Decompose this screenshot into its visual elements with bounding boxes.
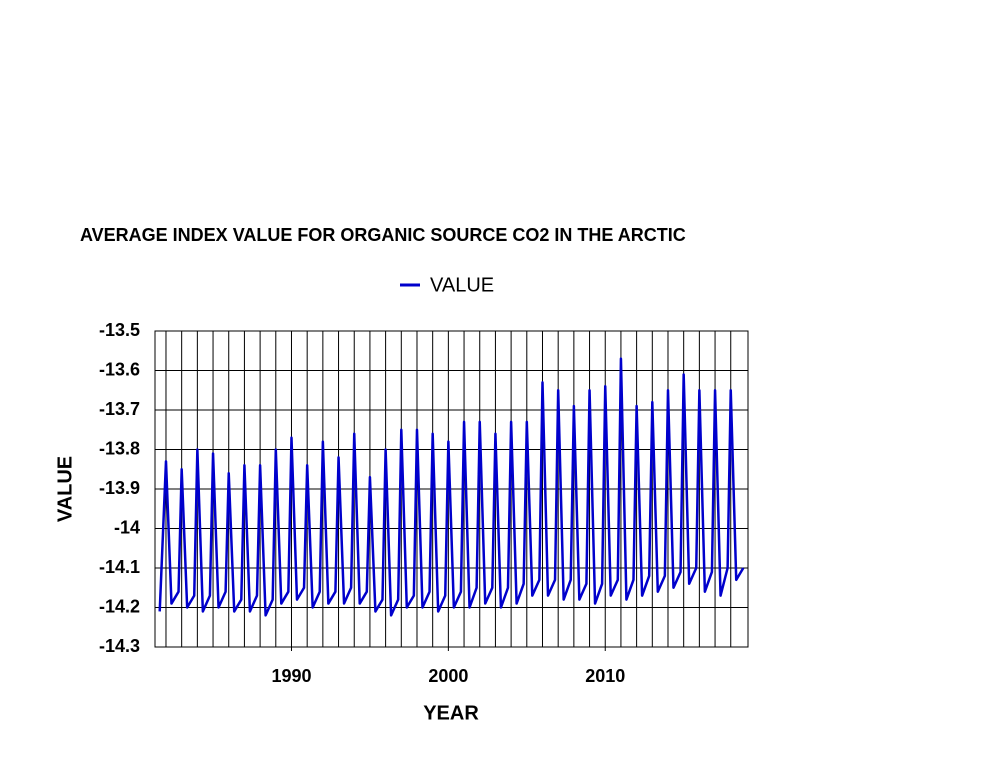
y-tick-label: -14.2: [99, 596, 140, 616]
data-line: [158, 357, 745, 617]
x-tick-label: 2000: [428, 666, 468, 686]
y-tick-label: -13.6: [99, 359, 140, 379]
y-tick-label: -13.9: [99, 478, 140, 498]
chart-title: AVERAGE INDEX VALUE FOR ORGANIC SOURCE C…: [80, 225, 686, 245]
y-tick-label: -14: [114, 517, 140, 537]
legend-label: VALUE: [430, 274, 494, 296]
y-tick-label: -13.8: [99, 438, 140, 458]
plot-frame: [154, 330, 749, 648]
x-axis-label: YEAR: [423, 702, 479, 724]
x-tick-label: 2010: [585, 666, 625, 686]
y-tick-label: -14.3: [99, 636, 140, 656]
y-axis-label: VALUE: [54, 456, 76, 522]
y-tick-label: -14.1: [99, 557, 140, 577]
y-tick-label: -13.7: [99, 399, 140, 419]
y-tick-label: -13.5: [99, 320, 140, 340]
x-tick-label: 1990: [271, 666, 311, 686]
